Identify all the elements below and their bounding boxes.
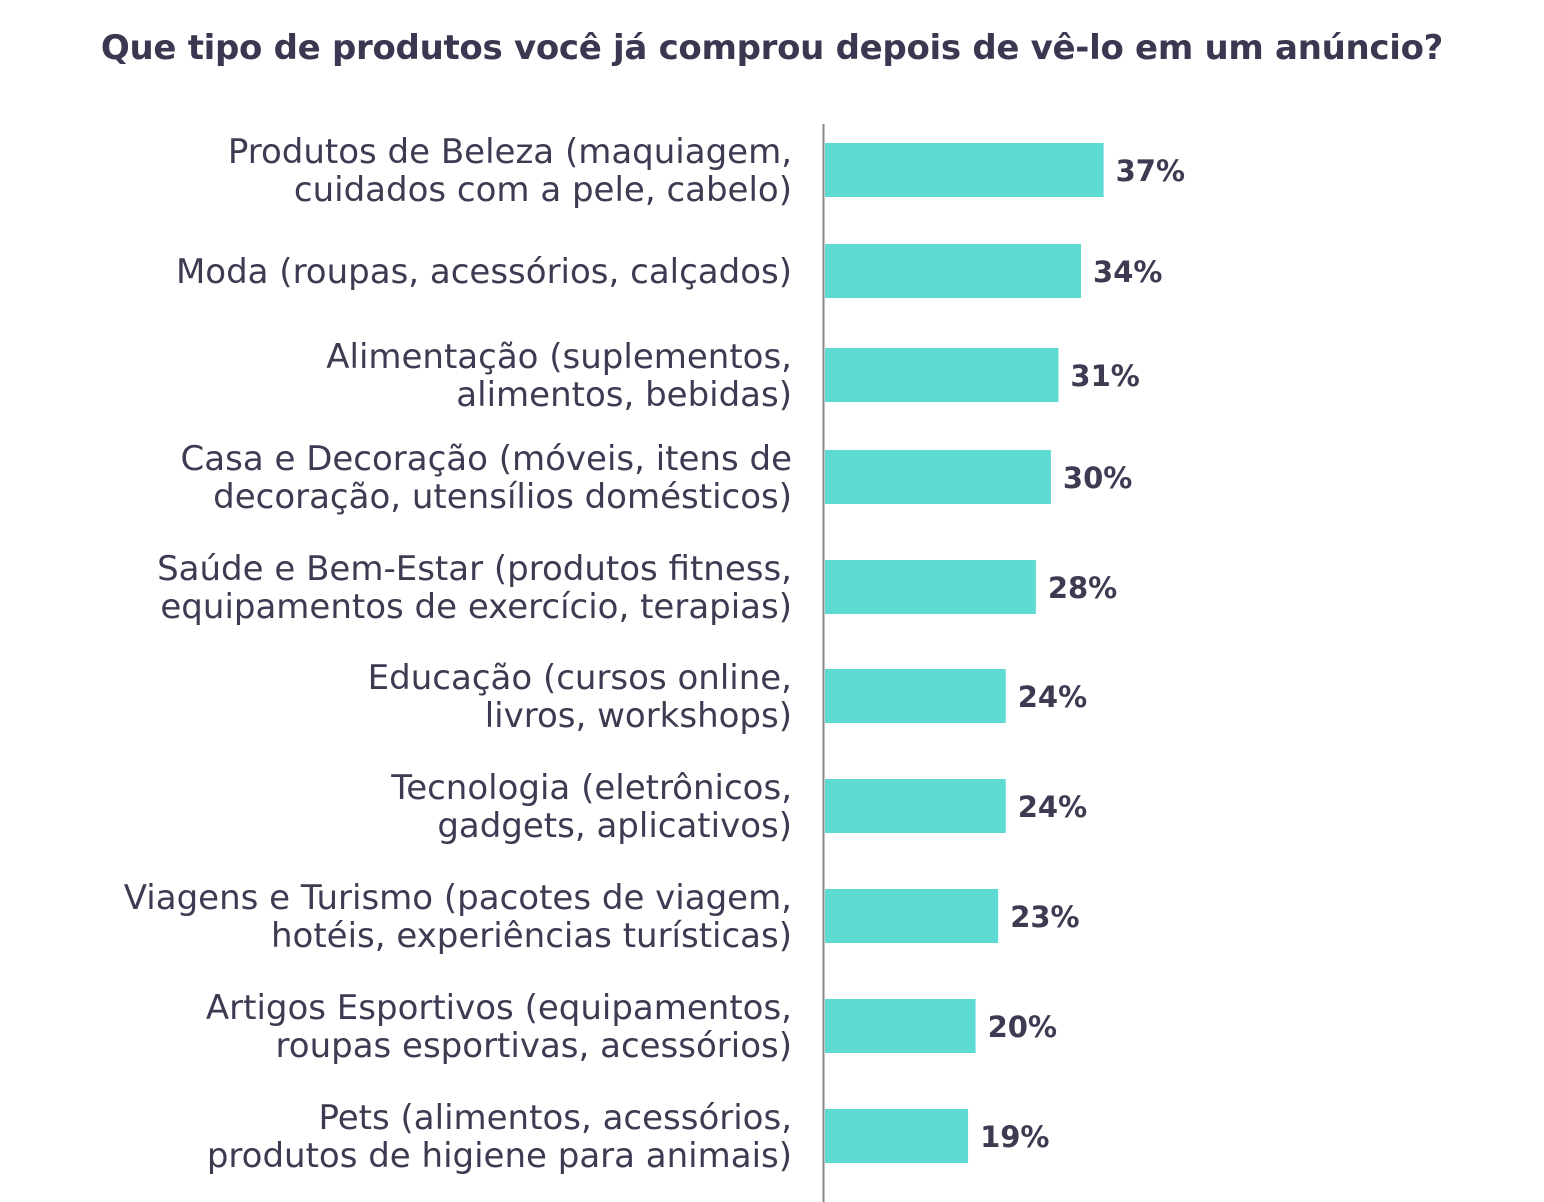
chart-title: Que tipo de produtos você já comprou dep… [100, 28, 1444, 68]
category-label: Viagens e Turismo (pacotes de viagem, hot… [124, 878, 792, 956]
category-label-line: Artigos Esportivos (equipamentos, [206, 988, 792, 1028]
category-label-line: Moda (roupas, acessórios, calçados) [176, 252, 792, 292]
category-label: Artigos Esportivos (equipamentos, roupas … [206, 988, 792, 1066]
bar [825, 1109, 969, 1163]
category-label-line: Viagens e Turismo (pacotes de viagem, [124, 878, 792, 918]
category-label-line: livros, workshops) [485, 696, 792, 736]
category-label-line: Saúde e Bem-Estar (produtos fitness, [157, 549, 792, 589]
bars-layer [825, 143, 1104, 1163]
bar [825, 450, 1051, 504]
value-label: 23% [1010, 900, 1079, 934]
value-label: 24% [1018, 680, 1087, 714]
value-label: 37% [1116, 154, 1185, 188]
bar [825, 348, 1059, 402]
bar [825, 560, 1036, 614]
value-labels-layer: 37% 34% 31% 30% 28% 24% 24% 23% 20% 19% [980, 154, 1185, 1154]
category-labels-layer: Produtos de Beleza (maquiagem, cuidados c… [124, 132, 792, 1176]
value-label: 28% [1048, 571, 1117, 605]
category-label-line: Alimentação (suplementos, [326, 337, 792, 377]
category-label-line: Produtos de Beleza (maquiagem, [228, 132, 792, 172]
value-label: 19% [980, 1120, 1049, 1154]
category-label: Saúde e Bem-Estar (produtos fitness, equi… [157, 549, 792, 627]
category-label: Casa e Decoração (móveis, itens de decora… [181, 439, 792, 517]
bar [825, 143, 1104, 197]
value-label: 30% [1063, 461, 1132, 495]
category-label: Produtos de Beleza (maquiagem, cuidados c… [228, 132, 792, 210]
value-label: 24% [1018, 790, 1087, 824]
bar [825, 779, 1006, 833]
category-label-line: equipamentos de exercício, terapias) [160, 587, 792, 627]
category-label: Educação (cursos online, livros, workshop… [368, 658, 792, 736]
category-label: Moda (roupas, acessórios, calçados) [176, 252, 792, 292]
category-label-line: Educação (cursos online, [368, 658, 792, 698]
category-label-line: decoração, utensílios domésticos) [213, 477, 792, 517]
category-label-line: Tecnologia (eletrônicos, [390, 768, 792, 808]
bar [825, 669, 1006, 723]
category-label: Tecnologia (eletrônicos, gadgets, aplicat… [390, 768, 792, 846]
category-label-line: hotéis, experiências turísticas) [271, 916, 792, 956]
category-label-line: gadgets, aplicativos) [437, 806, 792, 846]
category-label-line: alimentos, bebidas) [456, 375, 792, 415]
category-label: Alimentação (suplementos, alimentos, bebi… [326, 337, 792, 415]
value-label: 31% [1070, 359, 1139, 393]
value-label: 20% [988, 1010, 1057, 1044]
category-label: Pets (alimentos, acessórios, produtos de … [207, 1098, 792, 1176]
bar [825, 999, 976, 1053]
value-label: 34% [1093, 255, 1162, 289]
category-label-line: roupas esportivas, acessórios) [276, 1026, 792, 1066]
category-label-line: cuidados com a pele, cabelo) [294, 170, 792, 210]
category-label-line: Pets (alimentos, acessórios, [318, 1098, 792, 1138]
bar [825, 889, 999, 943]
bar [825, 244, 1082, 298]
category-label-line: produtos de higiene para animais) [207, 1136, 792, 1176]
category-label-line: Casa e Decoração (móveis, itens de [181, 439, 792, 479]
